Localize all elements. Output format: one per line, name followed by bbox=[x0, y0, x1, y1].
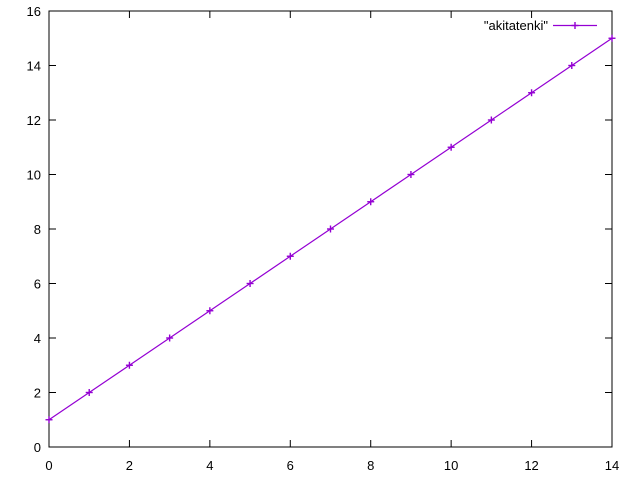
y-tick-label: 12 bbox=[27, 113, 41, 128]
x-tick-label: 14 bbox=[605, 458, 619, 473]
x-tick-label: 10 bbox=[444, 458, 458, 473]
y-tick-label: 10 bbox=[27, 168, 41, 183]
plot-layer: 0 2 4 6 8 10 12 14 0 2 4 6 8 10 12 14 16 bbox=[27, 4, 620, 473]
y-tick-label: 8 bbox=[34, 222, 41, 237]
y-tick-label: 6 bbox=[34, 277, 41, 292]
y-tick-label: 14 bbox=[27, 59, 41, 74]
x-tick-label: 8 bbox=[367, 458, 374, 473]
y-tick-label: 0 bbox=[34, 440, 41, 455]
y-tick-label: 16 bbox=[27, 4, 41, 19]
x-tick-label: 12 bbox=[524, 458, 538, 473]
x-tick-label: 6 bbox=[287, 458, 294, 473]
x-tick-label: 2 bbox=[126, 458, 133, 473]
legend-label: "akitatenki" bbox=[484, 18, 549, 33]
y-tick-label: 2 bbox=[34, 386, 41, 401]
x-tick-label: 0 bbox=[45, 458, 52, 473]
y-tick-label: 4 bbox=[34, 331, 41, 346]
x-tick-label: 4 bbox=[206, 458, 213, 473]
